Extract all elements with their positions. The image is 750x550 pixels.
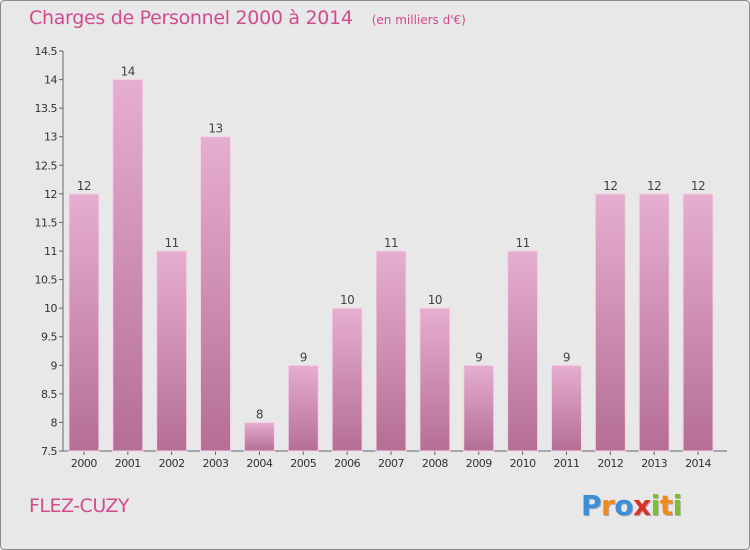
bar-2001 [112,79,144,452]
x-tick-label: 2007 [378,457,404,470]
bar-2002 [156,250,188,452]
y-tick-label: 9 [51,359,58,372]
chart-title: Charges de Personnel 2000 à 2014 [29,7,353,29]
logo-letter: t [659,489,673,522]
bar-2005 [287,364,319,452]
x-tick-label: 2006 [334,457,360,470]
data-label-2006: 10 [340,293,354,307]
data-label-2003: 13 [208,122,222,136]
x-tick-label: 2000 [71,457,97,470]
bar-2012 [594,193,626,452]
bar-2013 [638,193,670,452]
title-row: Charges de Personnel 2000 à 2014 (en mil… [29,7,466,29]
data-label-2009: 9 [475,350,482,364]
y-tick-label: 10.5 [35,274,58,287]
x-tick-label: 2004 [246,457,272,470]
value-labels: 12 14 11 13 8 9 10 11 10 9 11 9 12 12 12 [77,65,706,422]
data-label-2011: 9 [563,350,570,364]
y-tick-label: 8 [51,416,58,429]
x-tick-label: 2010 [510,457,536,470]
bar-2009 [463,364,495,452]
x-tick-label: 2002 [159,457,185,470]
y-tick-label: 14.5 [35,45,58,58]
y-tick-label: 11 [44,245,57,258]
logo-letter: x [633,489,651,522]
x-tick-label: 2001 [115,457,141,470]
y-axis: 7.5 8 8.5 9 9.5 10 10.5 11 11.5 12 12.5 13 13.5 14 14.… [35,45,64,458]
logo-letter: o [614,489,634,522]
x-tick-label: 2011 [553,457,579,470]
y-tick-label: 14 [44,74,57,87]
bar-2006 [331,307,363,452]
y-tick-label: 10 [44,302,57,315]
commune-name: FLEZ-CUZY [29,495,130,517]
y-tick-label: 8.5 [41,388,57,401]
y-tick-label: 11.5 [35,216,58,229]
bar-2011 [550,364,582,452]
data-label-2012: 12 [603,179,617,193]
x-tick-label: 2008 [422,457,448,470]
data-label-2002: 11 [165,236,179,250]
x-tick-label: 2005 [290,457,316,470]
y-tick-label: 12 [44,188,57,201]
bars [68,79,714,452]
data-label-2010: 11 [515,236,529,250]
x-axis: 2000 2001 2002 2003 2004 2005 2006 2007 2008 2009… [63,450,727,470]
bar-2008 [419,307,451,452]
bar-2004 [243,421,275,452]
data-label-2007: 11 [384,236,398,250]
data-label-2013: 12 [647,179,661,193]
data-label-2001: 14 [121,65,135,79]
logo-letter: i [672,489,683,522]
x-tick-label: 2012 [597,457,623,470]
y-tick-label: 12.5 [35,159,58,172]
y-tick-label: 7.5 [41,445,57,458]
logo-letter: P [581,489,602,522]
bar-2010 [507,250,539,452]
proxiti-logo[interactable]: Proxiti [581,489,682,522]
data-label-2008: 10 [428,293,442,307]
x-tick-label: 2013 [641,457,667,470]
logo-letter: r [601,489,615,522]
y-tick-label: 13.5 [35,102,58,115]
x-tick-label: 2014 [685,457,711,470]
y-tick-label: 9.5 [41,331,57,344]
bar-2003 [200,136,232,452]
chart-subtitle: (en milliers d'€) [371,13,466,27]
data-label-2000: 12 [77,179,91,193]
logo-letter: i [650,489,661,522]
data-label-2014: 12 [691,179,705,193]
data-label-2005: 9 [300,350,307,364]
bar-2000 [68,193,100,452]
x-tick-label: 2003 [203,457,229,470]
bar-2007 [375,250,407,452]
data-label-2004: 8 [256,407,263,421]
bar-2014 [682,193,714,452]
x-tick-label: 2009 [466,457,492,470]
y-tick-label: 13 [44,131,57,144]
